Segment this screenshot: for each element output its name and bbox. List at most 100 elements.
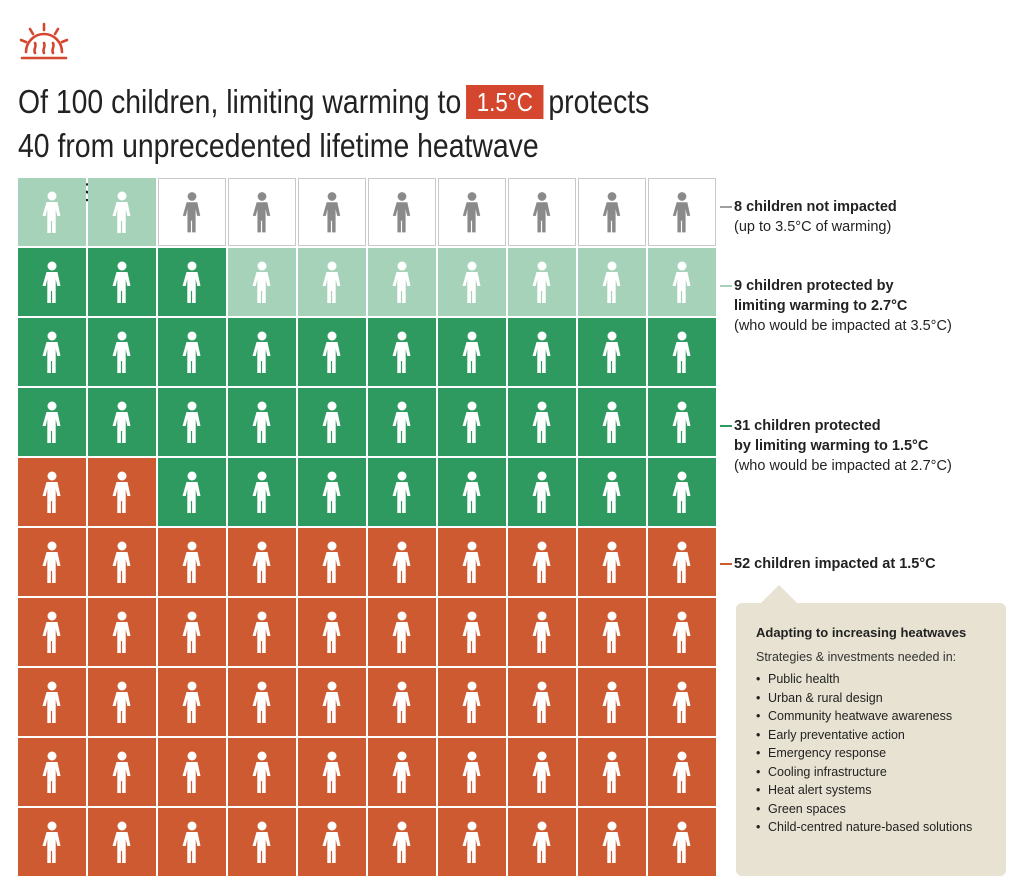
child-figure-icon — [252, 821, 271, 863]
cell-impacted — [438, 668, 506, 736]
cell-protected-15 — [578, 318, 646, 386]
cell-not-impacted — [578, 178, 646, 246]
cell-protected-15 — [158, 388, 226, 456]
cell-impacted — [508, 528, 576, 596]
legend-not-impacted: 8 children not impacted (up to 3.5°C of … — [734, 197, 897, 237]
child-figure-icon — [252, 261, 271, 303]
cell-protected-27 — [228, 248, 296, 316]
cell-impacted — [648, 738, 716, 806]
child-figure-icon — [112, 261, 131, 303]
cell-protected-15 — [18, 388, 86, 456]
child-figure-icon — [672, 541, 691, 583]
cell-impacted — [298, 528, 366, 596]
child-figure-icon — [392, 541, 411, 583]
cell-protected-27 — [648, 248, 716, 316]
adaptation-list: Public health Urban & rural design Commu… — [756, 670, 988, 837]
child-figure-icon — [252, 751, 271, 793]
cell-impacted — [298, 738, 366, 806]
cell-protected-15 — [18, 248, 86, 316]
cell-impacted — [508, 668, 576, 736]
cell-impacted — [298, 598, 366, 666]
cell-protected-15 — [368, 388, 436, 456]
cell-impacted — [438, 808, 506, 876]
child-figure-icon — [322, 401, 341, 443]
child-figure-icon — [532, 751, 551, 793]
cell-not-impacted — [228, 178, 296, 246]
cell-impacted — [648, 528, 716, 596]
cell-protected-27 — [578, 248, 646, 316]
cell-protected-15 — [648, 318, 716, 386]
child-figure-icon — [42, 751, 61, 793]
cell-protected-15 — [438, 318, 506, 386]
child-figure-icon — [672, 821, 691, 863]
cell-protected-15 — [508, 388, 576, 456]
child-figure-icon — [392, 192, 411, 233]
cell-impacted — [18, 528, 86, 596]
cell-impacted — [158, 528, 226, 596]
cell-protected-15 — [158, 458, 226, 526]
child-figure-icon — [182, 261, 201, 303]
cell-impacted — [578, 598, 646, 666]
cell-impacted — [18, 458, 86, 526]
cell-impacted — [648, 668, 716, 736]
child-figure-icon — [182, 681, 201, 723]
cell-impacted — [18, 808, 86, 876]
child-figure-icon — [322, 821, 341, 863]
child-figure-icon — [462, 401, 481, 443]
child-figure-icon — [322, 611, 341, 653]
child-figure-icon — [462, 541, 481, 583]
child-figure-icon — [672, 471, 691, 513]
cell-impacted — [648, 598, 716, 666]
cell-impacted — [368, 808, 436, 876]
legend-protected-27-line1: 9 children protected by — [734, 278, 894, 294]
cell-protected-15 — [508, 318, 576, 386]
child-figure-icon — [392, 611, 411, 653]
cell-impacted — [88, 808, 156, 876]
child-figure-icon — [182, 401, 201, 443]
cell-protected-15 — [228, 318, 296, 386]
child-figure-icon — [322, 192, 341, 233]
sun-heat-logo-icon — [19, 22, 69, 60]
legend-labels: 8 children not impacted (up to 3.5°C of … — [720, 0, 1020, 890]
child-figure-icon — [252, 681, 271, 723]
adaptation-item: Heat alert systems — [756, 781, 988, 800]
cell-protected-15 — [298, 458, 366, 526]
cell-impacted — [438, 738, 506, 806]
legend-not-impacted-sub: (up to 3.5°C of warming) — [734, 219, 892, 235]
child-figure-icon — [42, 401, 61, 443]
child-figure-icon — [672, 192, 691, 233]
cell-protected-15 — [88, 388, 156, 456]
legend-tick-impacted — [720, 563, 732, 565]
cell-protected-15 — [368, 318, 436, 386]
cell-impacted — [158, 668, 226, 736]
child-figure-icon — [42, 261, 61, 303]
child-figure-icon — [392, 821, 411, 863]
title-highlight-badge: 1.5°C — [466, 85, 544, 119]
child-figure-icon — [322, 471, 341, 513]
child-figure-icon — [532, 331, 551, 373]
child-figure-icon — [182, 611, 201, 653]
child-figure-icon — [602, 331, 621, 373]
cell-impacted — [648, 808, 716, 876]
child-figure-icon — [112, 611, 131, 653]
child-figure-icon — [672, 611, 691, 653]
cell-impacted — [368, 668, 436, 736]
cell-protected-15 — [88, 318, 156, 386]
legend-tick-protected-27 — [720, 285, 732, 287]
cell-protected-15 — [298, 318, 366, 386]
child-figure-icon — [672, 401, 691, 443]
child-figure-icon — [392, 261, 411, 303]
cell-protected-27 — [88, 178, 156, 246]
child-figure-icon — [182, 471, 201, 513]
child-figure-icon — [532, 401, 551, 443]
cell-not-impacted — [298, 178, 366, 246]
child-figure-icon — [462, 331, 481, 373]
child-figure-icon — [532, 681, 551, 723]
child-figure-icon — [532, 471, 551, 513]
child-figure-icon — [462, 611, 481, 653]
child-figure-icon — [112, 681, 131, 723]
cell-impacted — [438, 528, 506, 596]
cell-not-impacted — [438, 178, 506, 246]
cell-protected-15 — [88, 248, 156, 316]
cell-protected-15 — [578, 458, 646, 526]
